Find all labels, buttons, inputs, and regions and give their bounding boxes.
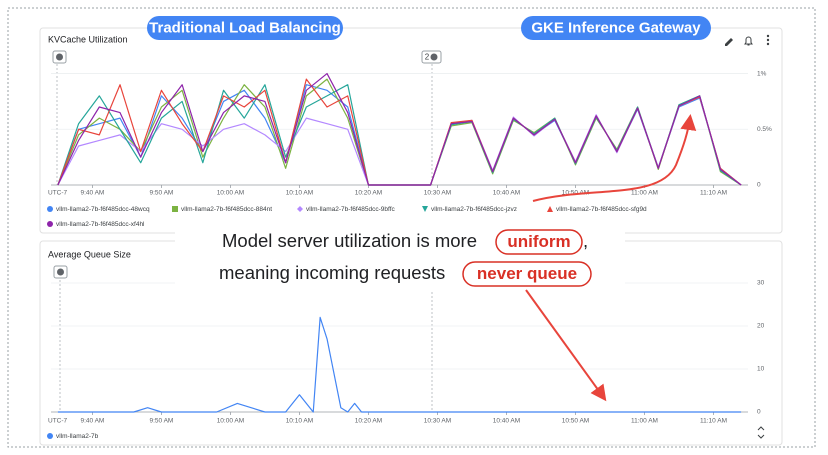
x-tick-label: 10:10 AM: [286, 418, 313, 425]
x-tick-label: 9:40 AM: [80, 190, 104, 197]
expand-icon[interactable]: [757, 426, 765, 439]
x-tick-label: 10:50 AM: [562, 190, 589, 197]
legend-label: vllm-llama2-7b-f6f485dcc-xf4hl: [56, 221, 145, 228]
arrow: [532, 114, 697, 202]
chart-title: KVCache Utilization: [48, 34, 128, 44]
y-tick-label: 0.5%: [757, 126, 772, 133]
series-line: [57, 72, 742, 186]
legend-label: vllm-llama2-7b-f6f485dcc-884nt: [181, 206, 272, 213]
legend-label: vllm-llama2-7b-f6f485dcc-jzvz: [431, 206, 517, 213]
x-tick-label: 10:20 AM: [355, 418, 382, 425]
y-tick-label: 30: [757, 280, 765, 287]
series-line: [57, 316, 742, 413]
event-icon: [430, 53, 438, 61]
caption: ,: [583, 230, 588, 251]
legend-label: vllm-llama2-7b-f6f485dcc-sfg9d: [556, 206, 647, 213]
x-tick-label: 10:50 AM: [562, 418, 589, 425]
y-tick-label: 10: [757, 366, 765, 373]
x-tick-label: 10:30 AM: [424, 190, 451, 197]
timezone-label: UTC-7: [48, 190, 68, 197]
y-tick-label: 0: [757, 182, 761, 189]
x-tick-label: 10:10 AM: [286, 190, 313, 197]
x-tick-label: 10:00 AM: [217, 418, 244, 425]
caption-highlight: uniform: [507, 232, 570, 251]
left-label: Traditional Load Balancing: [149, 19, 341, 36]
x-tick-label: 10:40 AM: [493, 190, 520, 197]
y-tick-label: 20: [757, 323, 765, 330]
x-tick-label: 11:10 AM: [700, 418, 727, 425]
edit-icon[interactable]: [725, 38, 733, 46]
caption-highlight: never queue: [477, 264, 577, 283]
x-tick-label: 11:00 AM: [631, 418, 658, 425]
legend-marker: [47, 221, 53, 227]
x-tick-label: 11:10 AM: [700, 190, 727, 197]
legend-marker: [47, 206, 53, 212]
x-tick-label: 10:40 AM: [493, 418, 520, 425]
highlight-pill: [495, 229, 583, 255]
y-tick-label: 1%: [757, 70, 767, 77]
label-pill: [147, 16, 343, 40]
caption: meaning incoming requests: [219, 262, 445, 283]
more-icon[interactable]: [766, 34, 770, 46]
legend-marker: [47, 433, 53, 439]
x-tick-label: 10:20 AM: [355, 190, 382, 197]
legend-marker: [547, 206, 553, 212]
x-tick-label: 11:00 AM: [631, 190, 658, 197]
event-icon: [57, 268, 64, 276]
charts: KVCache Utilization UTC-7 0 0.5% 1% 9:40 AM 9:…: [47, 34, 772, 440]
legend-marker: [297, 206, 303, 212]
event-icon: [56, 53, 63, 61]
legend-label: vllm-llama2-7b-f6f485dcc-9bffc: [306, 206, 395, 213]
legend-marker: [172, 206, 178, 212]
timezone-label: UTC-7: [48, 418, 68, 425]
x-tick-label: 10:00 AM: [217, 190, 244, 197]
legend-label: vllm-llama2-7b: [56, 433, 99, 440]
right-label: GKE Inference Gateway: [531, 19, 701, 36]
caption: Model server utilization is more: [222, 230, 477, 251]
legend-marker: [422, 206, 428, 212]
label-pill: [521, 16, 711, 40]
alert-icon[interactable]: [744, 36, 753, 46]
chart-title: Average Queue Size: [48, 249, 131, 259]
arrow: [525, 289, 607, 402]
legend-label: vllm-llama2-7b-f6f485dcc-48wcq: [56, 206, 150, 213]
x-tick-label: 10:30 AM: [424, 418, 451, 425]
highlight-pill: [462, 261, 592, 287]
x-tick-label: 9:40 AM: [80, 418, 104, 425]
event-count: 2: [425, 53, 430, 62]
x-tick-label: 9:50 AM: [149, 418, 173, 425]
y-tick-label: 0: [757, 409, 761, 416]
x-tick-label: 9:50 AM: [149, 190, 173, 197]
